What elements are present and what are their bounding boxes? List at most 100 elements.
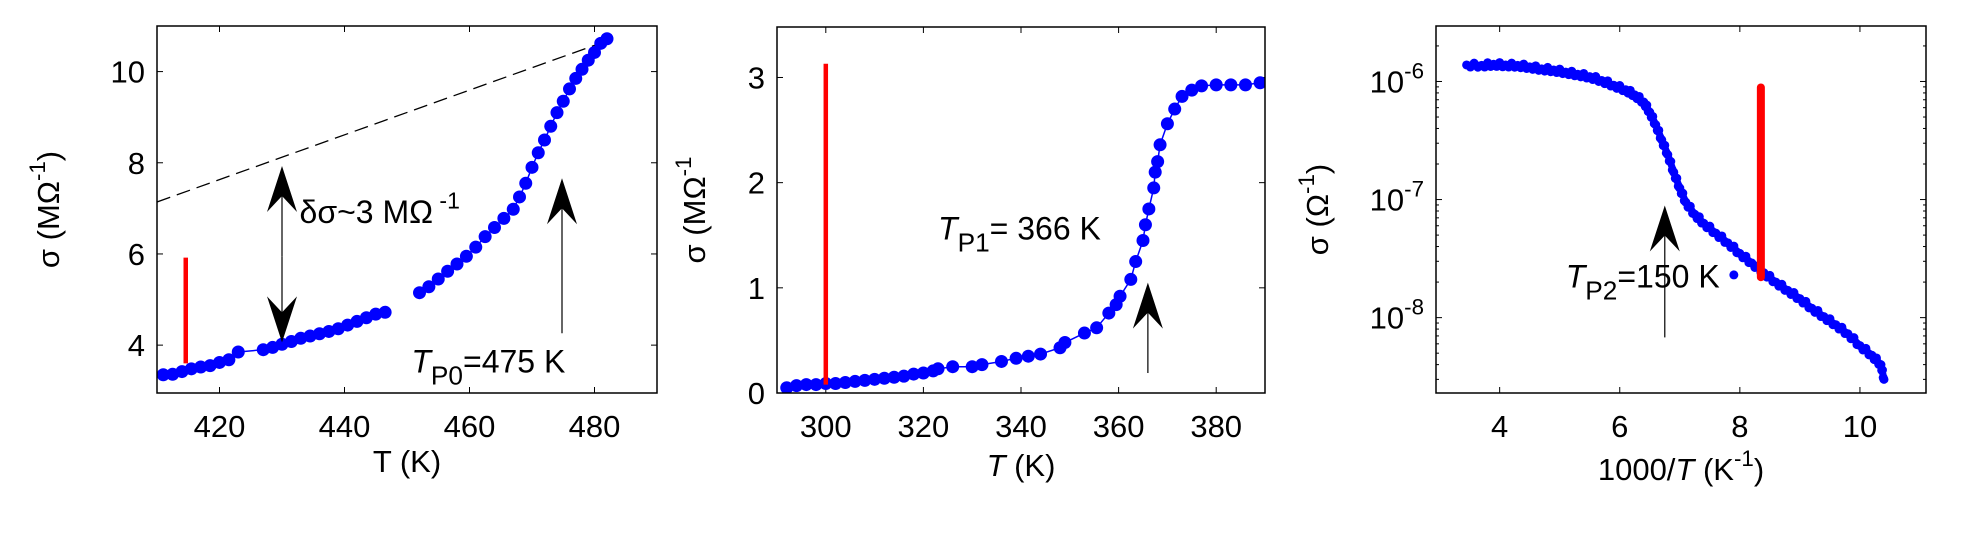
x-tick-label: 460 — [444, 409, 496, 444]
data-point — [1153, 138, 1167, 152]
arrow-head-icon — [1132, 282, 1163, 329]
data-point — [1102, 306, 1116, 320]
text-segment: 10 — [1370, 183, 1404, 218]
data-point — [1077, 326, 1091, 340]
data-point — [1678, 188, 1688, 198]
series--t-low-branch — [157, 305, 392, 382]
x-tick-label: 420 — [194, 409, 246, 444]
text-segment: 4 — [128, 328, 145, 363]
data-point — [1034, 347, 1048, 361]
text-segment: T (K) — [373, 444, 441, 479]
data-point — [1148, 165, 1162, 179]
data-point — [556, 94, 570, 108]
data-point — [868, 372, 882, 386]
subscript: P1 — [958, 228, 990, 258]
data-point — [513, 190, 526, 204]
data-point — [1021, 349, 1035, 363]
data-point — [1253, 76, 1265, 90]
data-point — [575, 62, 589, 76]
text-segment: 1 — [748, 271, 765, 306]
data-point — [877, 371, 891, 385]
text-segment: ) — [1754, 452, 1764, 487]
y-axis-label: σ (MΩ-1 — [671, 157, 712, 264]
data-point — [563, 82, 576, 96]
y-tick-label: 10-7 — [1370, 177, 1424, 218]
annotation-label: TP0=475 K — [411, 343, 565, 390]
dashed-reference-line — [157, 43, 598, 203]
data-point — [441, 264, 455, 278]
text-segment: =150 K — [1617, 258, 1719, 294]
plot-area — [157, 32, 614, 382]
data-point — [506, 202, 520, 216]
data-point — [809, 378, 823, 392]
text-segment: ) — [1300, 164, 1335, 174]
superscript: -1 — [671, 157, 696, 177]
data-point — [829, 377, 843, 391]
text-segment: σ (MΩ — [31, 181, 66, 268]
superscript: -7 — [1404, 177, 1424, 202]
text-segment: (K — [1694, 452, 1734, 487]
x-tick-label: 8 — [1731, 409, 1748, 444]
data-point — [858, 373, 872, 387]
arrow-head-icon — [1649, 205, 1680, 252]
y-tick-label: 6 — [128, 237, 145, 272]
y-axis-label: σ (MΩ-1) — [25, 151, 66, 268]
y-tick-label: 2 — [748, 166, 765, 201]
arrow-head-icon — [267, 296, 297, 343]
text-segment: (K) — [1006, 448, 1056, 483]
text-segment: 6 — [128, 237, 145, 272]
axes-frame — [156, 25, 658, 394]
data-point — [497, 211, 511, 225]
superscript: -1 — [1294, 174, 1319, 194]
arrow — [547, 178, 577, 334]
data-point — [1849, 333, 1859, 343]
data-point — [1090, 321, 1104, 335]
data-point — [459, 249, 473, 263]
data-point — [946, 360, 960, 374]
arrow — [1132, 282, 1163, 374]
data-point — [1129, 255, 1143, 269]
text-segment: 3 — [748, 60, 765, 95]
x-axis-label: 1000/T (K-1) — [1598, 446, 1764, 487]
text-segment: 0 — [748, 376, 765, 411]
data-point — [994, 354, 1008, 368]
subscript: P0 — [431, 361, 463, 391]
data-point — [1879, 374, 1889, 384]
data-point — [1009, 351, 1023, 365]
y-tick-label: 0 — [748, 376, 765, 411]
text-segment: 1000/ — [1598, 452, 1676, 487]
text-segment: ) — [31, 151, 66, 161]
x-axis-label: T (K) — [987, 448, 1056, 483]
data-point — [538, 133, 551, 147]
annotation-label: TP2=150 K — [1566, 258, 1720, 305]
data-point — [478, 230, 492, 244]
data-point — [1685, 201, 1695, 211]
axes-frame — [776, 26, 1266, 394]
x-tick-label: 6 — [1611, 409, 1628, 444]
data-point — [413, 286, 426, 300]
plot-area — [780, 63, 1265, 393]
data-point — [838, 375, 852, 389]
data-point — [450, 257, 464, 271]
data-point — [1124, 272, 1138, 286]
text-segment: δσ~3 MΩ — [300, 194, 434, 230]
data-point — [897, 369, 911, 383]
x-tick-label: 10 — [1843, 409, 1877, 444]
data-point — [1185, 83, 1199, 97]
text-segment: 8 — [128, 146, 145, 181]
data-point — [525, 160, 539, 174]
data-point — [916, 366, 930, 380]
data-point — [1224, 78, 1238, 92]
subscript: P2 — [1585, 276, 1617, 306]
data-point — [887, 370, 901, 384]
superscript: -8 — [1404, 295, 1424, 320]
x-tick-label: 320 — [898, 409, 950, 444]
data-point — [588, 45, 601, 59]
y-tick-label: 1 — [748, 271, 765, 306]
data-point — [965, 360, 979, 374]
data-point — [544, 119, 558, 133]
superscript: -1 — [433, 188, 460, 214]
data-point — [550, 106, 564, 120]
